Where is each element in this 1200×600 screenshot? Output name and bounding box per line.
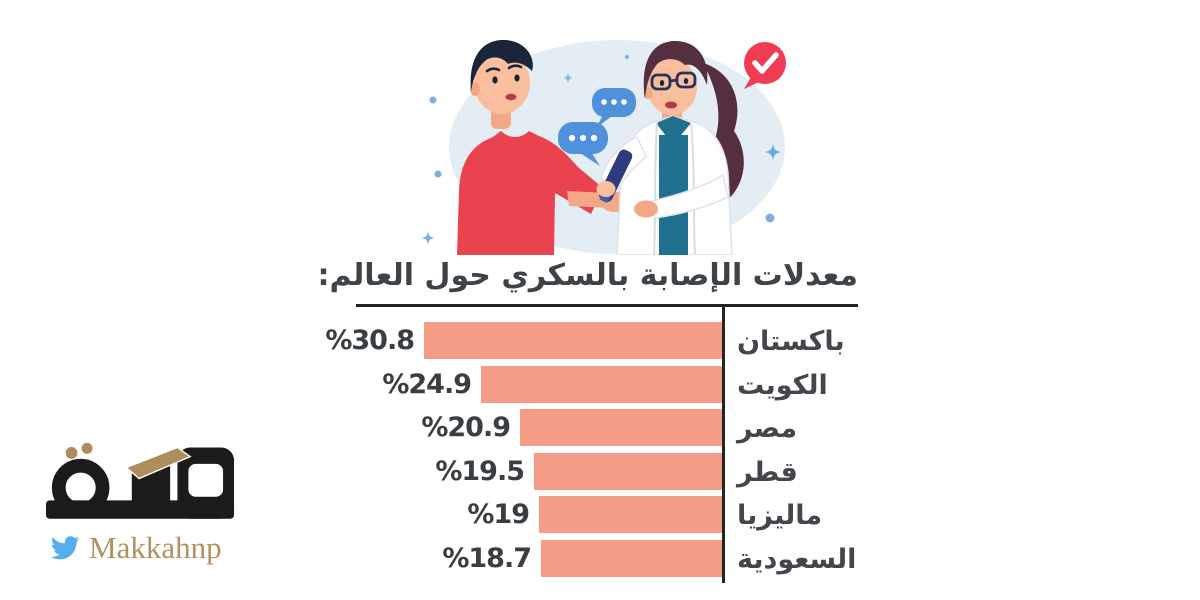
bar-category-label: قطر (737, 456, 798, 488)
bar-value-label: %19.5 (435, 455, 525, 487)
bar-value-label: %24.9 (382, 368, 472, 400)
doctor-hand (596, 181, 616, 197)
dot-accent (765, 213, 775, 223)
bar-4 (539, 496, 723, 533)
bar-value-label: %19 (467, 499, 530, 530)
bar-category-label: السعودية (737, 543, 857, 575)
sparkle-icons (421, 55, 782, 245)
title-underline (356, 304, 858, 307)
bar-2 (520, 409, 723, 446)
patient-face (474, 52, 530, 114)
kaaba-roof-accent (124, 446, 192, 480)
chart-axis-line (722, 307, 725, 583)
doctor-hair (643, 41, 708, 99)
makkah-wordmark (45, 442, 235, 519)
bar-3 (534, 452, 723, 490)
twitter-handle-row: Makkahnp (50, 530, 282, 566)
bar-category-label: ماليزيا (737, 500, 823, 531)
diabetes-rates-chart: معدلات الإصابة بالسكري حول العالم: %30.8… (317, 255, 859, 590)
chart-row: %20.9 مصر (356, 409, 858, 446)
sparkle-icon (563, 73, 573, 83)
bar-category-label: مصر (737, 413, 798, 444)
dot-accent (434, 170, 442, 178)
twitter-icon (50, 535, 80, 559)
doctor-figure (596, 41, 744, 255)
bar-value-label: %30.8 (325, 325, 415, 356)
bar-value-label: %20.9 (421, 412, 511, 443)
gold-dot (81, 442, 93, 454)
chart-rows: %30.8 باكستان %24.9 الكويت %20.9 مصر %19.5 قطر%… (325, 255, 858, 590)
chart-row: %30.8 باكستان (325, 322, 858, 359)
patient-smile (505, 93, 517, 101)
bar-value-label: %18.7 (442, 542, 532, 574)
chart-row: %19.5 قطر (356, 452, 858, 490)
sparkle-icon (764, 143, 782, 161)
bar-0 (424, 322, 723, 359)
chart-row: %18.7 السعودية (356, 539, 858, 577)
check-badge-icon (744, 42, 786, 89)
sparkle-icon (421, 231, 435, 245)
patient-hair (470, 39, 533, 91)
doctor-ponytail (703, 63, 744, 203)
chart-title: معدلات الإصابة بالسكري حول العالم: (317, 258, 858, 293)
dot-accent (429, 96, 437, 104)
makkah-logo: Makkahnp (32, 442, 282, 566)
chart-row: %19 ماليزيا (356, 496, 858, 533)
bar-1 (481, 365, 723, 403)
doctor-scrub-top (656, 116, 691, 145)
bar-5 (541, 539, 723, 577)
doctor-glasses (650, 73, 672, 91)
bar-category-label: الكويت (737, 369, 828, 401)
patient-figure (457, 39, 630, 255)
speech-bubble-icon-2 (558, 122, 608, 166)
bar-category-label: باكستان (737, 326, 845, 357)
chart-row: %24.9 الكويت (356, 365, 858, 403)
doctor-smile (665, 101, 677, 109)
twitter-handle: Makkahnp (89, 530, 222, 565)
patient-shirt (457, 131, 603, 255)
dot-accent (625, 55, 629, 59)
illustration-doctor-patient (421, 39, 786, 255)
gold-dot (65, 447, 78, 459)
